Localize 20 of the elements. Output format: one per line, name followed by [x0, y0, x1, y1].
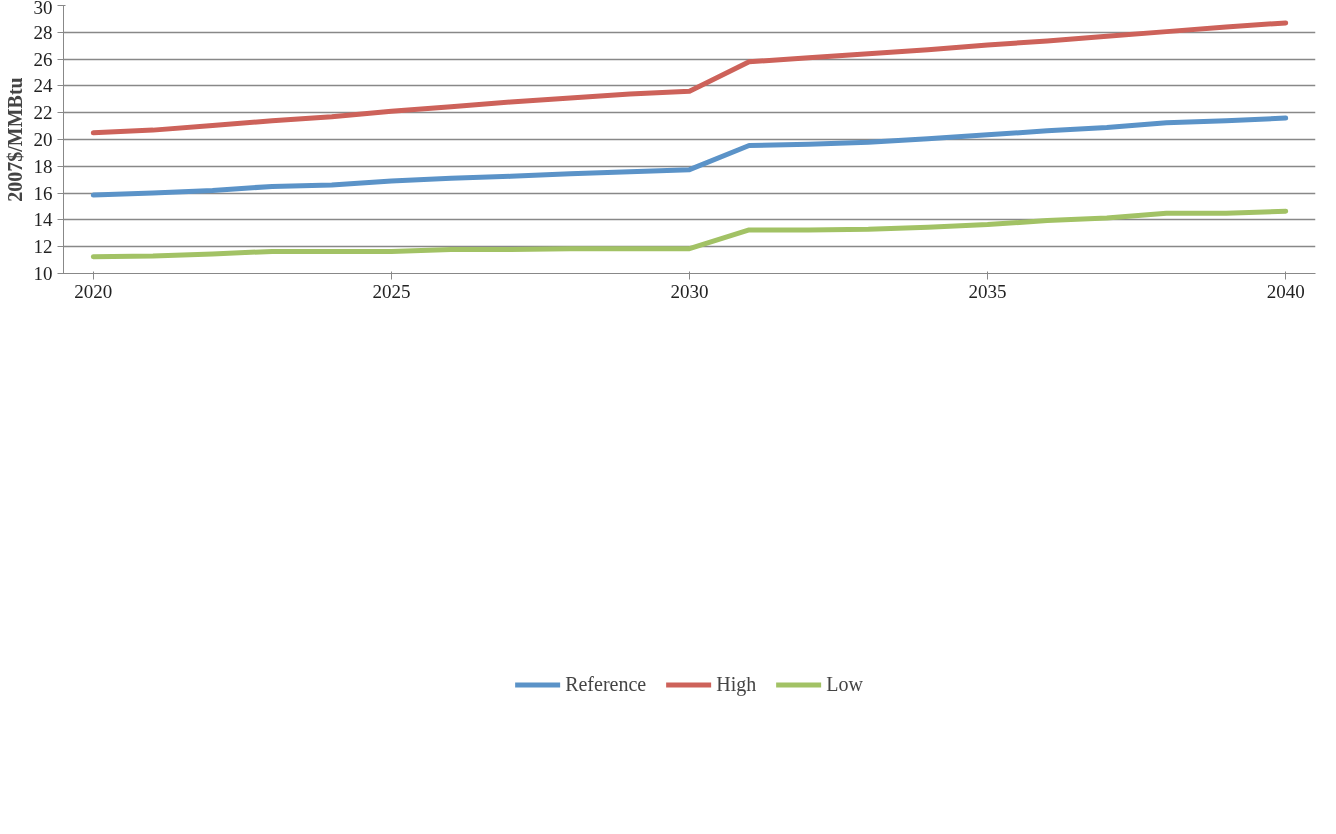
y-tick-label: 14: [33, 209, 53, 231]
legend-label: Reference: [565, 672, 647, 696]
x-tick-label: 2035: [968, 280, 1007, 302]
x-tick-label: 2040: [1266, 280, 1305, 302]
y-tick-label: 30: [33, 0, 53, 18]
x-tick-label: 2030: [670, 280, 709, 302]
y-tick-label: 22: [33, 102, 53, 124]
x-tick-label: 2025: [372, 280, 411, 302]
y-tick-label: 10: [33, 263, 53, 284]
legend-label: Low: [826, 672, 863, 696]
y-tick-label: 18: [33, 155, 53, 177]
legend-label: High: [716, 672, 757, 696]
y-tick-label: 20: [33, 129, 53, 150]
y-tick-label: 28: [33, 21, 53, 43]
x-tick-label: 2020: [74, 280, 113, 302]
y-tick-label: 24: [33, 75, 53, 97]
y-tick-label: 16: [33, 182, 53, 204]
y-axis-title: 2007$/MMBtu: [3, 77, 26, 202]
y-tick-label: 26: [33, 48, 53, 70]
y-tick-label: 12: [33, 236, 53, 258]
